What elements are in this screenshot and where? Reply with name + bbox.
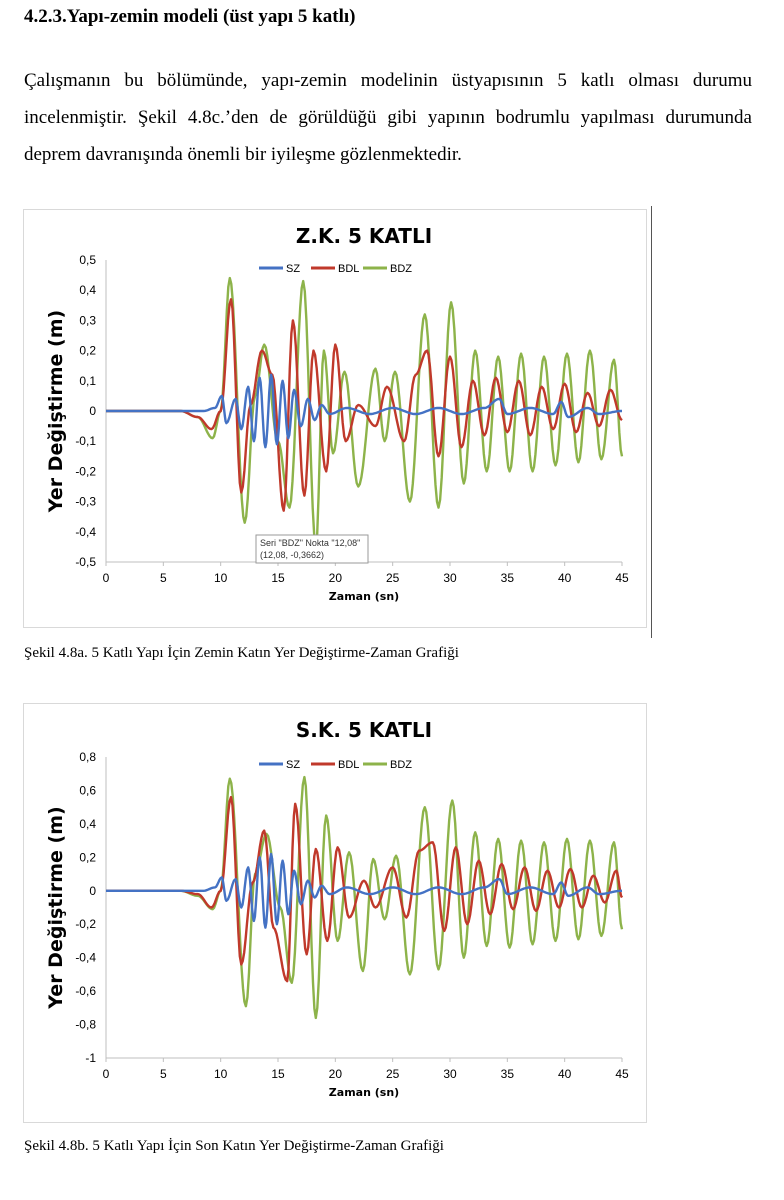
y-axis-title: Yer Değiştirme (m) xyxy=(45,806,67,1009)
y-tick-label: -0,1 xyxy=(75,434,96,448)
x-tick-label: 45 xyxy=(615,571,629,585)
legend-label: BDZ xyxy=(390,263,412,275)
y-tick-label: 0,6 xyxy=(79,783,96,797)
y-tick-label: -0,4 xyxy=(75,951,96,965)
x-tick-label: 35 xyxy=(501,571,515,585)
y-tick-label: -1 xyxy=(85,1051,96,1065)
x-tick-label: 25 xyxy=(386,571,400,585)
y-tick-label: 0 xyxy=(89,884,96,898)
x-tick-label: 0 xyxy=(103,1067,110,1081)
y-tick-label: 0,4 xyxy=(79,283,96,297)
y-tick-label: -0,8 xyxy=(75,1018,96,1032)
legend-label: SZ xyxy=(286,263,300,275)
x-tick-label: 35 xyxy=(501,1067,515,1081)
x-tick-label: 5 xyxy=(160,1067,167,1081)
x-tick-label: 10 xyxy=(214,1067,228,1081)
y-tick-label: -0,2 xyxy=(75,464,96,478)
body-paragraph: Çalışmanın bu bölümünde, yapı-zemin mode… xyxy=(24,70,752,165)
data-point-tooltip: Seri "BDZ" Nokta "12,08" (12,08, -0,3662) xyxy=(255,534,369,564)
x-tick-label: 10 xyxy=(214,571,228,585)
legend-label: BDZ xyxy=(390,759,412,771)
x-tick-label: 40 xyxy=(558,1067,572,1081)
y-tick-label: -0,3 xyxy=(75,495,96,509)
page-divider-line xyxy=(651,206,652,638)
chart-zk-5-katli: Z.K. 5 KATLI 0,5 0,4 0,3 0,2 0,1 0 -0,1 -0,2 -0,3… xyxy=(23,209,647,628)
x-tick-label: 20 xyxy=(329,571,343,585)
chart-sk-5-katli: S.K. 5 KATLI 0,8 0,6 0,4 0,2 0 -0,2 -0,4 -0,6 -0,… xyxy=(23,703,647,1123)
y-tick-label: 0,2 xyxy=(79,344,96,358)
tooltip-line-1: Seri "BDZ" Nokta "12,08" xyxy=(260,538,360,548)
x-tick-label: 45 xyxy=(615,1067,629,1081)
x-tick-label: 20 xyxy=(329,1067,343,1081)
x-tick-label: 30 xyxy=(443,571,457,585)
figure-caption-a: Şekil 4.8a. 5 Katlı Yapı İçin Zemin Katı… xyxy=(24,645,459,661)
x-tick-label: 5 xyxy=(160,571,167,585)
y-tick-label: 0,2 xyxy=(79,850,96,864)
tooltip-box xyxy=(255,534,369,564)
tooltip-line-2: (12,08, -0,3662) xyxy=(260,550,324,560)
chart-title: S.K. 5 KATLI xyxy=(296,718,432,742)
y-tick-label: 0,4 xyxy=(79,817,96,831)
y-tick-label: -0,6 xyxy=(75,984,96,998)
y-tick-label: 0,1 xyxy=(79,374,96,388)
legend-label: SZ xyxy=(286,759,300,771)
y-tick-label: 0 xyxy=(89,404,96,418)
legend-label: BDL xyxy=(338,263,359,275)
y-tick-label: -0,5 xyxy=(75,555,96,569)
series-line-bdl xyxy=(106,795,624,983)
legend: SZ BDL BDZ xyxy=(259,759,412,771)
y-axis-title: Yer Değiştirme (m) xyxy=(45,310,67,513)
x-axis-title: Zaman (sn) xyxy=(329,590,399,603)
chart-svg: S.K. 5 KATLI 0,8 0,6 0,4 0,2 0 -0,2 -0,4 -0,6 -0,… xyxy=(45,718,629,1099)
series-line-bdl xyxy=(106,298,623,512)
legend-label: BDL xyxy=(338,759,359,771)
series-line-sz xyxy=(106,373,622,449)
chart-svg: Z.K. 5 KATLI 0,5 0,4 0,3 0,2 0,1 0 -0,1 -0,2 -0,3… xyxy=(45,224,629,603)
y-tick-label: 0,3 xyxy=(79,313,96,327)
y-tick-label: 0,5 xyxy=(79,253,96,267)
series-line-sz xyxy=(106,852,622,929)
y-tick-label: -0,2 xyxy=(75,917,96,931)
x-tick-label: 30 xyxy=(443,1067,457,1081)
y-tick-label: -0,4 xyxy=(75,525,96,539)
section-heading: 4.2.3.Yapı-zemin modeli (üst yapı 5 katl… xyxy=(24,6,356,27)
legend: SZ BDL BDZ xyxy=(259,263,412,275)
x-tick-label: 25 xyxy=(386,1067,400,1081)
x-tick-label: 40 xyxy=(558,571,572,585)
x-tick-label: 15 xyxy=(271,1067,285,1081)
y-tick-label: 0,8 xyxy=(79,750,96,764)
x-axis-title: Zaman (sn) xyxy=(329,1086,399,1099)
figure-caption-b: Şekil 4.8b. 5 Katlı Yapı İçin Son Katın … xyxy=(24,1138,444,1154)
x-tick-label: 15 xyxy=(271,571,285,585)
chart-title: Z.K. 5 KATLI xyxy=(296,224,432,248)
x-tick-label: 0 xyxy=(103,571,110,585)
series-line-bdz xyxy=(106,775,624,1020)
